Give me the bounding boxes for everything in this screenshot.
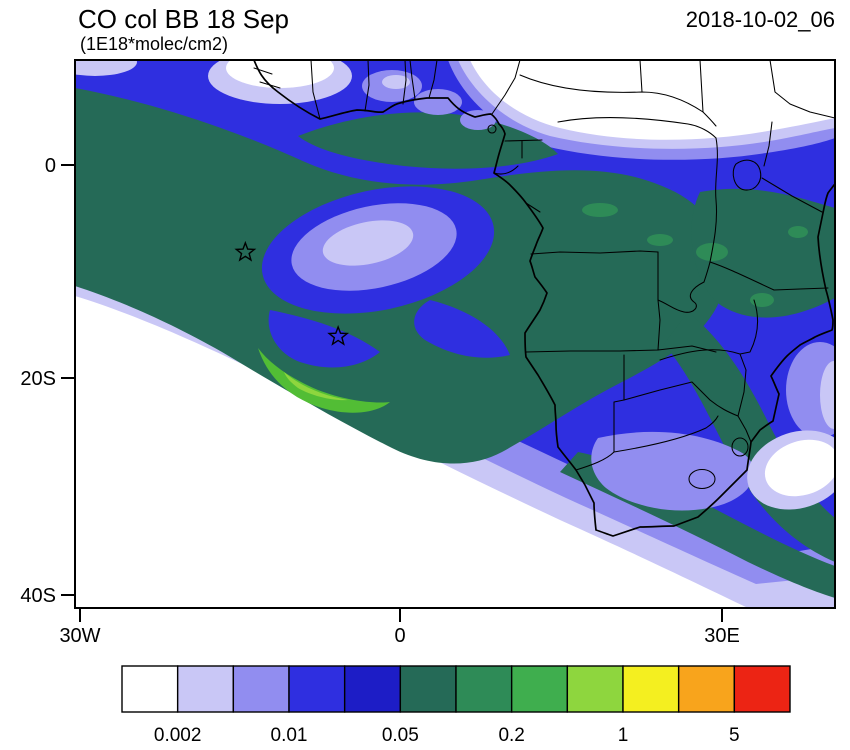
colorbar-segment [288,665,346,713]
colorbar-segment [510,665,569,713]
colorbar-segment [343,665,402,713]
co-field [75,60,835,608]
x-tick-label-30e: 30E [704,625,740,647]
colorbar-segment [232,665,290,713]
colorbar-segment [399,665,457,713]
colorbar-tick-label: 0.002 [154,725,202,746]
lake-victoria [732,159,762,191]
map-panel: 0 20S 40S 30W 0 30E [20,59,836,647]
bioko-island [487,124,497,134]
colorbar-segment [455,665,513,713]
y-axis-ticks: 0 20S 40S [20,155,75,607]
colorbar-tick-label: 0.01 [271,725,308,746]
colorbar-segment [176,665,235,713]
colorbar [121,665,791,713]
colorbar-segment [622,665,680,713]
coastline [253,60,835,537]
colorbar-segment [733,665,791,713]
y-tick-label-40s: 40S [20,585,56,607]
x-axis-ticks: 30W 0 30E [59,608,740,647]
colorbar-segment [566,665,624,713]
colorbar-segment [677,665,736,713]
colorbar-tick-label: 0.2 [498,725,524,746]
y-tick-label-0: 0 [45,155,56,177]
figure-title: CO col BB 18 Sep [78,4,289,34]
colorbar-tick-label: 1 [618,725,629,746]
map-border [74,59,836,609]
colorbar-tick-label: 5 [729,725,740,746]
country-borders [253,60,835,490]
colorbar-tick-label: 0.05 [382,725,419,746]
x-tick-label-0: 0 [394,625,405,647]
y-tick-label-20s: 20S [20,368,56,390]
figure-timestamp: 2018-10-02_06 [686,7,835,32]
colorbar-segment [121,665,179,713]
figure-subtitle: (1E18*molec/cm2) [80,34,228,54]
colorbar-labels: 0.002 0.01 0.05 0.2 1 5 [154,725,740,746]
x-tick-label-30w: 30W [59,625,100,647]
